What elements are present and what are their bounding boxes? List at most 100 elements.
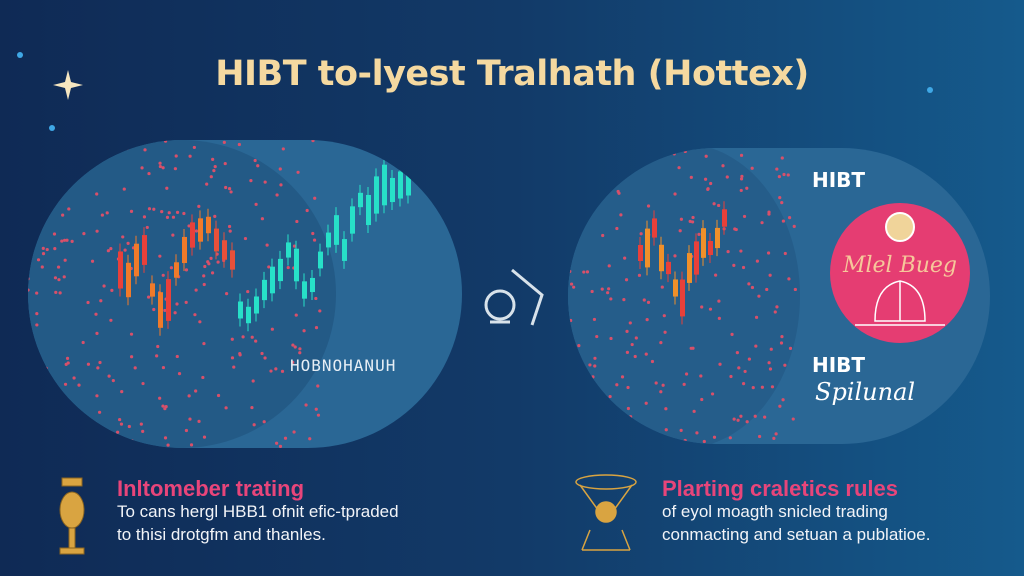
particle-dot xyxy=(203,264,207,269)
particle-dot xyxy=(646,300,651,304)
particle-dot xyxy=(569,282,574,286)
particle-dot xyxy=(597,181,601,185)
particle-dot xyxy=(664,428,668,432)
particle-dot xyxy=(28,439,31,443)
particle-dot xyxy=(689,175,693,179)
particle-dot xyxy=(99,299,103,303)
particle-dot xyxy=(184,428,189,433)
particle-dot xyxy=(212,169,216,173)
particle-dot xyxy=(292,244,297,248)
particle-dot xyxy=(780,335,784,339)
particle-dot xyxy=(129,355,134,359)
particle-dot xyxy=(250,405,254,410)
particle-dot xyxy=(35,312,39,316)
particle-dot xyxy=(232,365,236,369)
particle-dot xyxy=(788,346,793,350)
particle-dot xyxy=(31,194,36,198)
particle-dot xyxy=(77,149,81,154)
particle-dot xyxy=(739,188,743,193)
particle-dot xyxy=(274,367,278,371)
particle-dot xyxy=(714,273,718,277)
particle-dot xyxy=(130,439,134,443)
particle-dot xyxy=(592,317,597,322)
particle-dot xyxy=(133,366,137,370)
particle-dot xyxy=(194,288,198,292)
particle-dot xyxy=(161,365,166,370)
particle-dot xyxy=(768,367,773,371)
particle-dot xyxy=(230,337,234,341)
particle-dot xyxy=(691,220,695,224)
particle-dot xyxy=(765,287,769,292)
candle xyxy=(350,206,355,234)
particle-dot xyxy=(773,310,777,314)
particle-dot xyxy=(120,145,125,149)
particle-dot xyxy=(780,201,784,205)
particle-dot xyxy=(753,414,757,418)
candle xyxy=(358,192,363,208)
particle-dot xyxy=(768,273,772,277)
candle xyxy=(206,216,211,234)
particle-dot xyxy=(793,287,797,292)
particle-dot xyxy=(96,366,100,370)
particle-dot xyxy=(291,360,295,364)
particle-dot xyxy=(673,192,677,196)
particle-dot xyxy=(292,430,296,434)
particle-dot xyxy=(688,219,692,223)
candle xyxy=(398,171,403,199)
particle-dot xyxy=(745,420,749,424)
particle-dot xyxy=(250,335,254,339)
particle-dot xyxy=(62,275,66,279)
chart-caption: HOBNOHANUH xyxy=(290,356,397,375)
particle-dot xyxy=(63,238,67,242)
particle-dot xyxy=(158,161,162,165)
particle-dot xyxy=(182,211,186,216)
particle-dot xyxy=(109,247,113,251)
particle-dot xyxy=(311,231,315,236)
particle-dot xyxy=(697,232,701,237)
particle-dot xyxy=(102,284,106,288)
particle-dot xyxy=(139,422,143,426)
particle-dot xyxy=(251,379,255,383)
particle-dot xyxy=(281,147,285,151)
section-body: To cans hergl HBB1 ofnit efic-tpraded to… xyxy=(117,500,399,546)
particle-dot xyxy=(633,427,637,431)
particle-dot xyxy=(728,436,732,440)
particle-dot xyxy=(599,434,604,438)
candle xyxy=(246,306,251,324)
particle-dot xyxy=(579,379,583,383)
particle-dot xyxy=(227,187,232,191)
candle xyxy=(174,262,179,278)
particle-dot xyxy=(126,241,130,245)
particle-dot xyxy=(644,401,648,405)
particle-dot xyxy=(755,259,759,263)
particle-dot xyxy=(155,354,159,358)
particle-dot xyxy=(679,428,683,433)
trophy-icon xyxy=(59,477,85,555)
particle-dot xyxy=(275,441,279,445)
candle xyxy=(666,261,671,275)
particle-dot xyxy=(230,356,235,360)
particle-dot xyxy=(228,229,232,233)
particle-dot xyxy=(607,287,611,291)
particle-dot xyxy=(311,140,315,143)
particle-dot xyxy=(44,366,48,371)
particle-dot xyxy=(246,289,250,294)
particle-dot xyxy=(639,232,643,236)
particle-dot xyxy=(624,278,629,282)
particle-dot xyxy=(129,332,134,336)
particle-dot xyxy=(60,239,64,243)
particle-dot xyxy=(94,312,98,316)
particle-dot xyxy=(86,362,91,366)
particle-dot xyxy=(706,187,710,191)
particle-dot xyxy=(585,390,589,395)
particle-dot xyxy=(122,187,126,191)
particle-dot xyxy=(63,382,68,386)
particle-dot xyxy=(82,232,86,236)
particle-dot xyxy=(772,436,776,441)
particle-dot xyxy=(597,399,601,404)
candle xyxy=(687,253,692,283)
particle-dot xyxy=(81,340,85,345)
particle-dot xyxy=(283,436,288,440)
particle-dot xyxy=(626,385,630,390)
candle xyxy=(286,242,291,258)
